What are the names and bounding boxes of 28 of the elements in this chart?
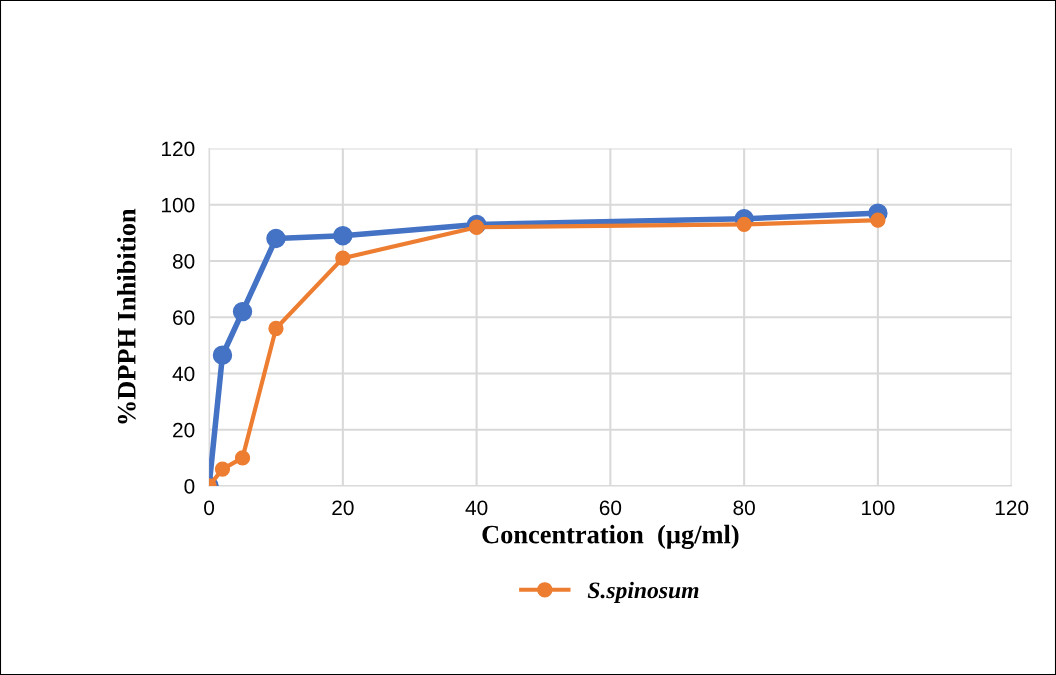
legend-label: S.spinosum [587,581,699,604]
y-axis-title: %DPPH Inhibition [117,208,136,424]
point [214,461,231,477]
y-tick-label: 80 [172,254,195,269]
point [266,228,286,249]
y-tick-label: 40 [172,366,195,382]
point [468,219,485,235]
y-tick-label: 20 [173,422,195,438]
x-tick-label: 20 [332,500,354,516]
point [234,450,251,466]
x-axis-title: Concentration (µg/ml) [482,524,739,549]
y-tick-label: 120 [162,141,195,157]
x-tick-label: 80 [733,500,755,516]
x-tick-label: 60 [599,500,622,516]
x-tick-label: 40 [465,500,488,516]
x-tick-label: 100 [862,500,895,516]
point [212,345,233,365]
point [335,250,351,266]
point [870,212,886,228]
y-tick-label: 100 [162,197,195,213]
point [268,320,284,337]
x-tick-label: 0 [204,500,215,516]
point [736,216,752,233]
y-tick-label: 60 [173,310,195,325]
x-tick-label: 120 [995,500,1029,516]
y-tick-label: 0 [184,479,195,494]
point [333,225,353,246]
point [232,301,253,322]
